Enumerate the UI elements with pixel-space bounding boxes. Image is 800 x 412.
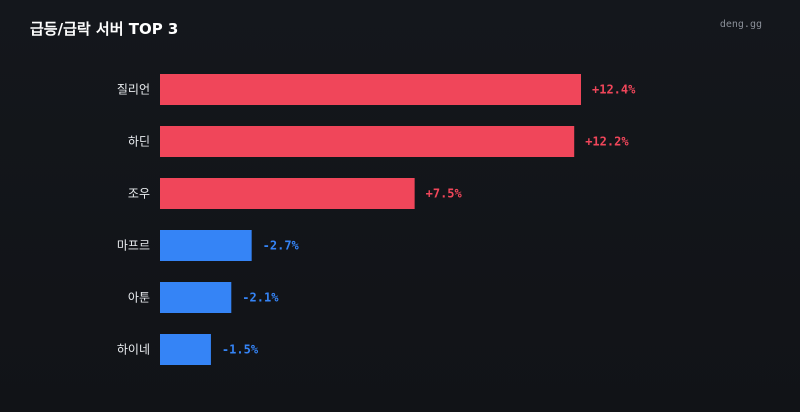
value-label: +12.2%	[585, 135, 629, 149]
chart-title: 급등/급락 서버 TOP 3	[30, 20, 179, 38]
value-label: -2.7%	[263, 239, 300, 253]
category-label: 하딘	[128, 135, 150, 149]
bar	[160, 334, 211, 365]
category-label: 질리언	[117, 83, 150, 97]
value-label: -2.1%	[242, 291, 279, 305]
category-label: 아툰	[128, 291, 150, 305]
bar	[160, 282, 232, 313]
bar	[160, 74, 581, 105]
bar	[160, 230, 252, 261]
value-label: -1.5%	[222, 343, 259, 357]
bar	[160, 178, 415, 209]
value-label: +7.5%	[426, 187, 463, 201]
category-label: 마프르	[117, 239, 150, 253]
source-label: deng.gg	[719, 19, 762, 30]
category-label: 조우	[128, 187, 150, 201]
category-label: 하이네	[117, 343, 150, 357]
bar	[160, 126, 575, 157]
value-label: +12.4%	[592, 83, 636, 97]
